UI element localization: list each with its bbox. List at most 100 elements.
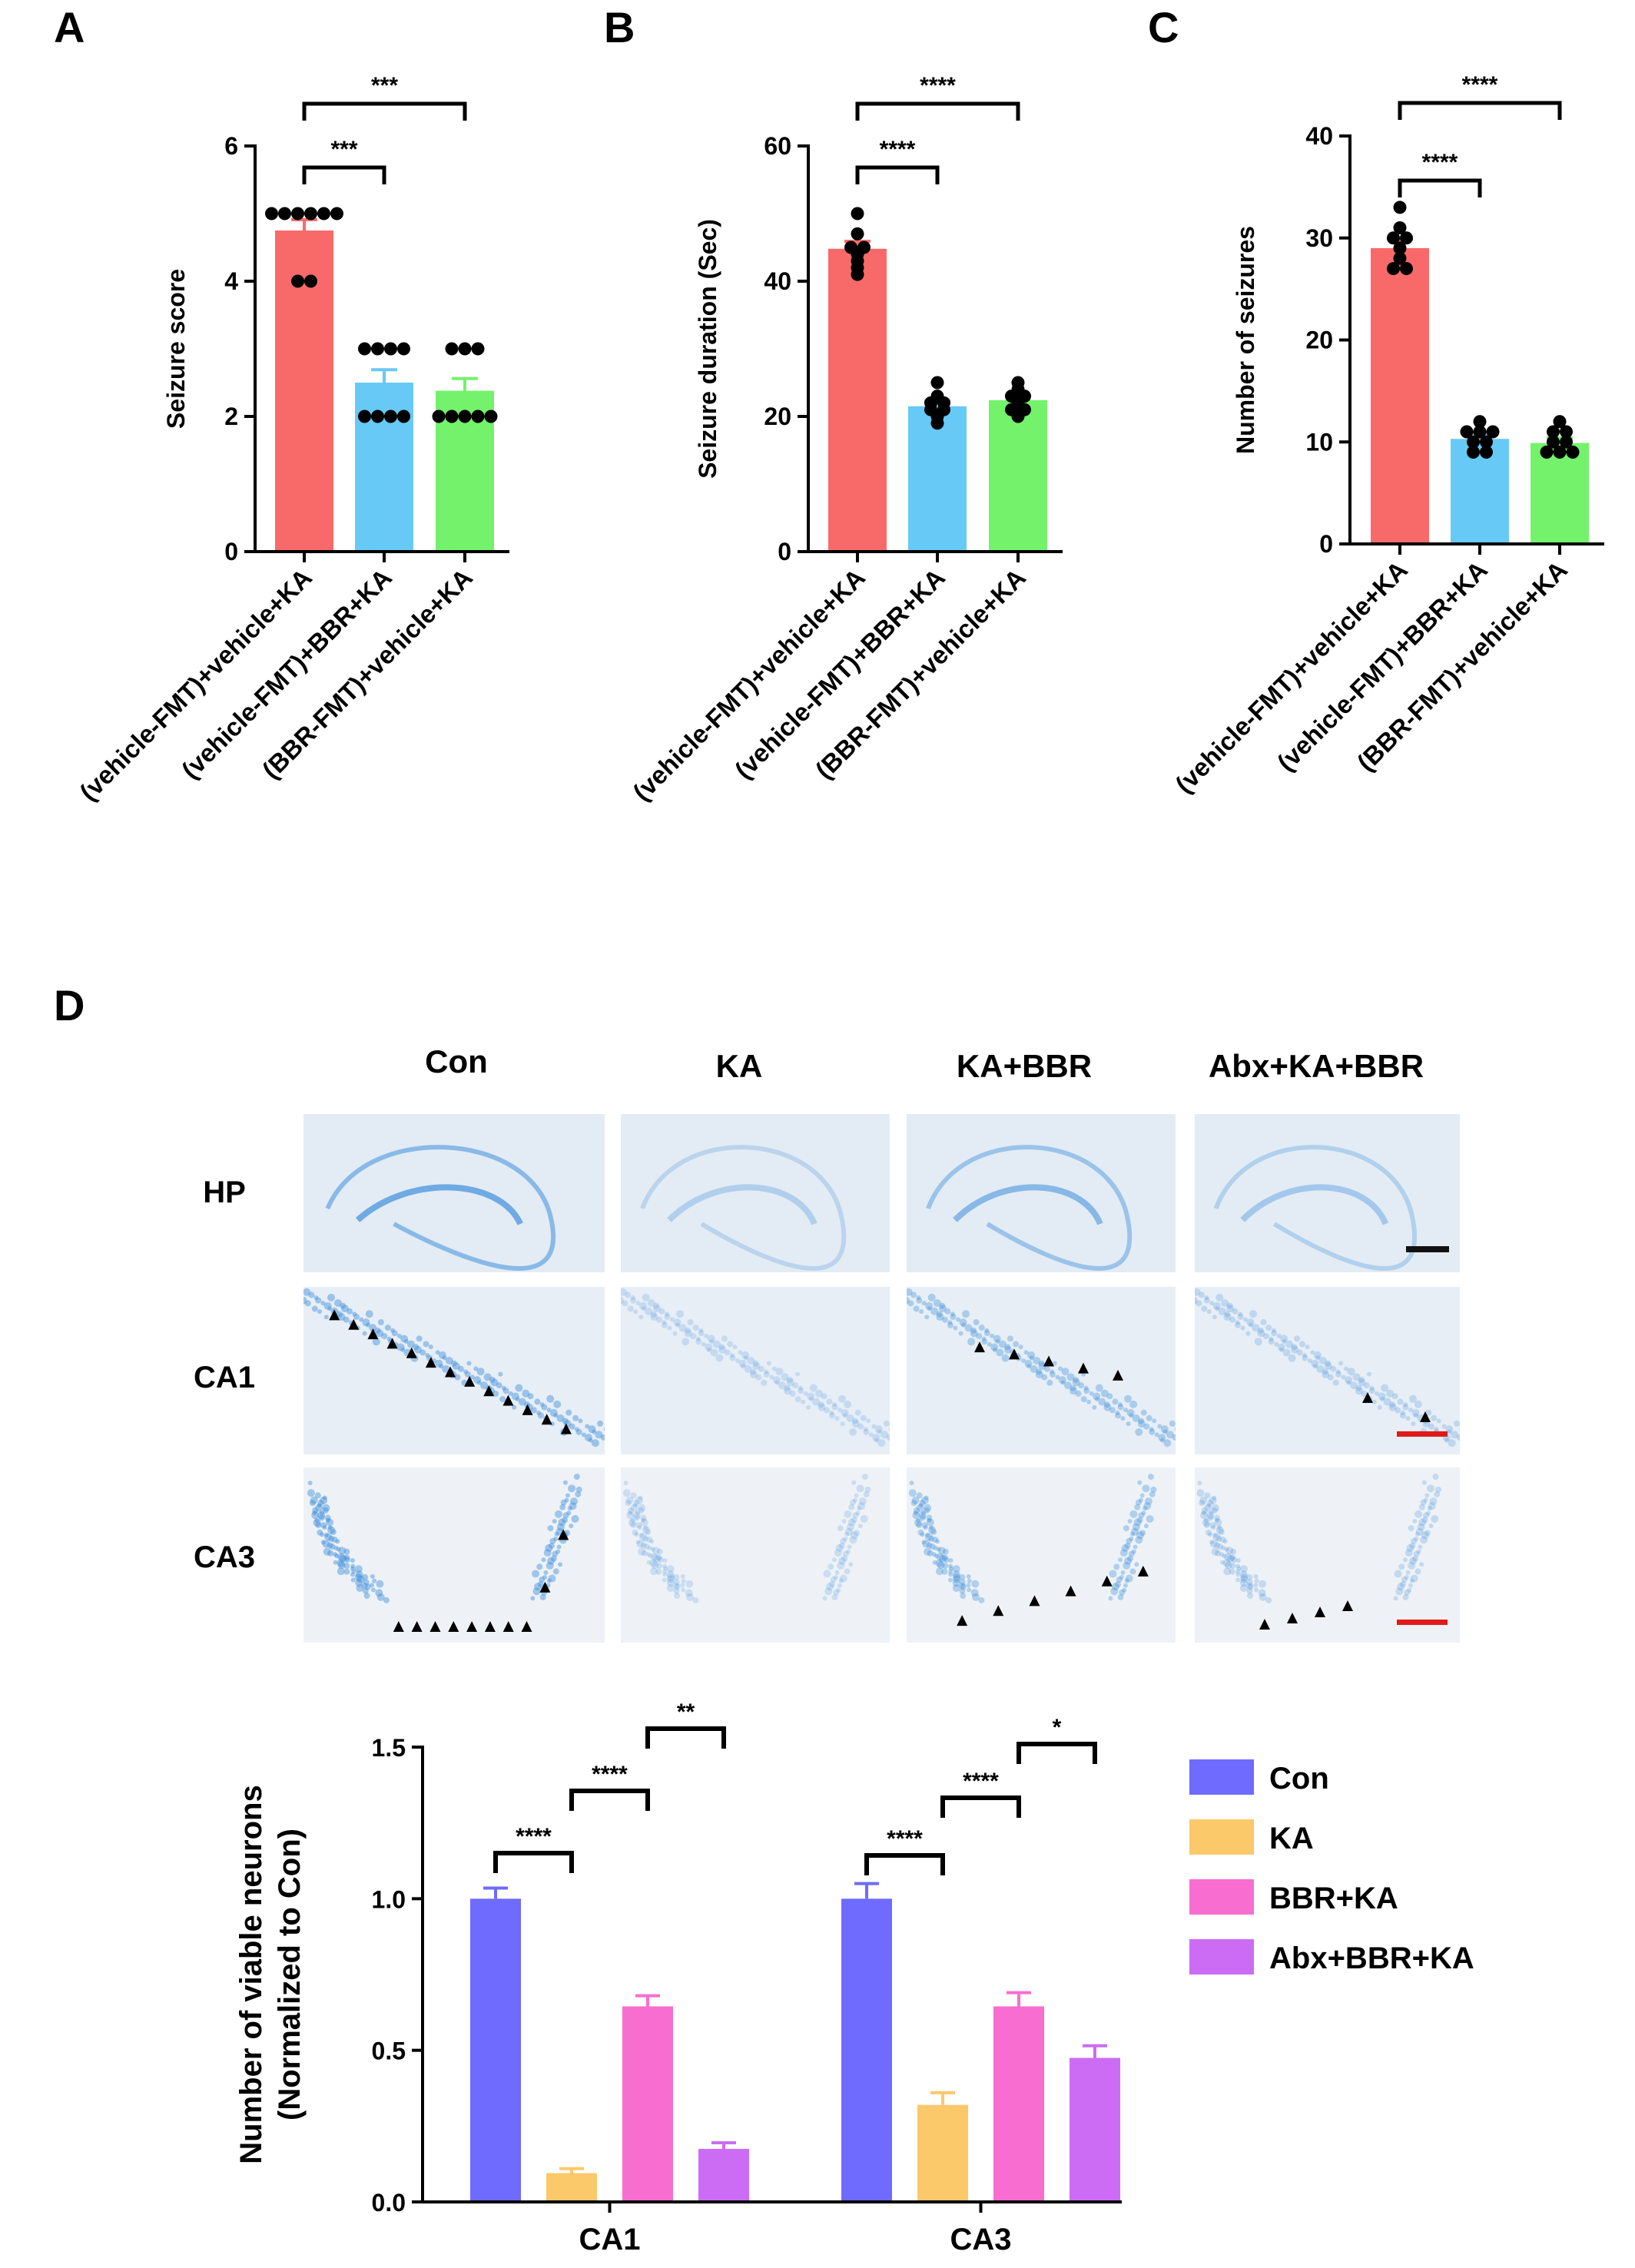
stained-cell	[758, 1365, 764, 1372]
significance-bracket	[855, 101, 1020, 121]
stained-cell	[542, 1575, 547, 1580]
stained-cell	[1368, 1388, 1375, 1394]
micrograph-tile	[621, 1114, 890, 1272]
stained-cell	[1421, 1531, 1429, 1540]
stained-cell	[1215, 1517, 1220, 1523]
stained-cell	[309, 1500, 316, 1507]
stained-cell	[920, 1532, 925, 1537]
stained-cell	[1441, 1424, 1447, 1429]
stained-cell	[313, 1518, 321, 1527]
stained-cell	[786, 1378, 794, 1387]
stained-cell	[1220, 1560, 1225, 1565]
data-point	[1553, 415, 1567, 429]
stained-cell	[941, 1568, 948, 1575]
stained-cell	[851, 1531, 859, 1540]
arrowhead-marker	[522, 1404, 533, 1415]
stained-cell	[766, 1361, 771, 1366]
stained-cell	[315, 1521, 322, 1528]
stained-cell	[1072, 1378, 1080, 1387]
stained-cell	[718, 1345, 727, 1354]
stained-cell	[1459, 1427, 1460, 1431]
stained-cell	[920, 1510, 926, 1516]
stained-cell	[1143, 1502, 1152, 1510]
stained-cell	[964, 1324, 973, 1332]
stained-cell	[1113, 1563, 1120, 1570]
y-tick-label: 10	[1305, 428, 1333, 456]
stained-cell	[832, 1557, 837, 1563]
stained-cell	[952, 1579, 960, 1587]
significance-label: *	[1053, 1715, 1062, 1740]
data-point	[1400, 262, 1413, 276]
stained-cell	[987, 1341, 992, 1347]
stained-cell	[715, 1354, 724, 1362]
stained-cell	[769, 1374, 774, 1380]
stained-cell	[910, 1292, 917, 1298]
stained-cell	[917, 1529, 924, 1536]
stained-cell	[1421, 1517, 1428, 1524]
stained-cell	[1033, 1356, 1041, 1364]
stained-cell	[1221, 1545, 1226, 1550]
stained-cell	[646, 1536, 653, 1543]
stained-cell	[1109, 1570, 1117, 1578]
stained-cell	[662, 1563, 668, 1569]
data-point	[371, 342, 384, 356]
stained-cell	[1253, 1583, 1259, 1588]
stained-cell	[1388, 1403, 1397, 1411]
stained-cell	[1224, 1553, 1232, 1561]
stained-cell	[524, 1401, 531, 1408]
stained-cell	[1148, 1474, 1154, 1480]
stained-cell	[1146, 1414, 1152, 1421]
stained-cell	[315, 1504, 323, 1512]
stained-cell	[806, 1404, 811, 1410]
stained-cell	[695, 1336, 701, 1341]
stained-cell	[747, 1356, 755, 1364]
stained-cell	[1238, 1311, 1243, 1317]
cell-layer	[1213, 1145, 1418, 1271]
stained-cell	[476, 1380, 482, 1385]
stained-cell	[1222, 1559, 1231, 1567]
column-header-ka: KA	[716, 1048, 763, 1084]
stained-cell	[1344, 1366, 1349, 1371]
stained-cell	[327, 1306, 333, 1311]
bar	[470, 1898, 521, 2202]
stained-cell	[1318, 1356, 1327, 1364]
stained-cell	[1106, 1393, 1113, 1400]
stained-cell	[1341, 1374, 1346, 1380]
stained-cell	[1240, 1575, 1249, 1583]
y-tick-label: 0	[1319, 530, 1333, 558]
stained-cell	[578, 1418, 583, 1424]
data-point	[1393, 201, 1407, 214]
stained-cell	[604, 1427, 605, 1431]
stained-cell	[1407, 1587, 1412, 1593]
stained-cell	[831, 1593, 838, 1600]
stained-cell	[343, 1568, 350, 1575]
stained-cell	[572, 1414, 579, 1421]
stained-cell	[351, 1569, 357, 1574]
stained-cell	[652, 1305, 661, 1313]
stained-cell	[320, 1496, 328, 1504]
stained-cell	[1098, 1398, 1106, 1406]
stained-cell	[317, 1309, 322, 1315]
stained-cell	[352, 1311, 357, 1317]
stained-cell	[919, 1500, 926, 1507]
stained-cell	[1369, 1385, 1375, 1391]
stained-cell	[827, 1563, 834, 1570]
stained-cell	[350, 1558, 355, 1563]
data-point	[445, 342, 459, 356]
stained-cell	[1204, 1504, 1212, 1512]
stained-cell	[641, 1517, 646, 1523]
stained-cell	[1424, 1493, 1430, 1498]
stained-cell	[690, 1333, 697, 1340]
stained-cell	[701, 1341, 706, 1347]
stained-cell	[1199, 1496, 1208, 1504]
stained-cell	[390, 1328, 395, 1333]
significance-label: ****	[516, 1824, 552, 1849]
stained-cell	[553, 1413, 559, 1418]
data-point	[1473, 425, 1487, 439]
stained-cell	[653, 1302, 660, 1309]
stained-cell	[1431, 1414, 1438, 1421]
stained-cell	[340, 1305, 349, 1313]
stained-cell	[501, 1385, 506, 1391]
stained-cell	[685, 1593, 694, 1601]
